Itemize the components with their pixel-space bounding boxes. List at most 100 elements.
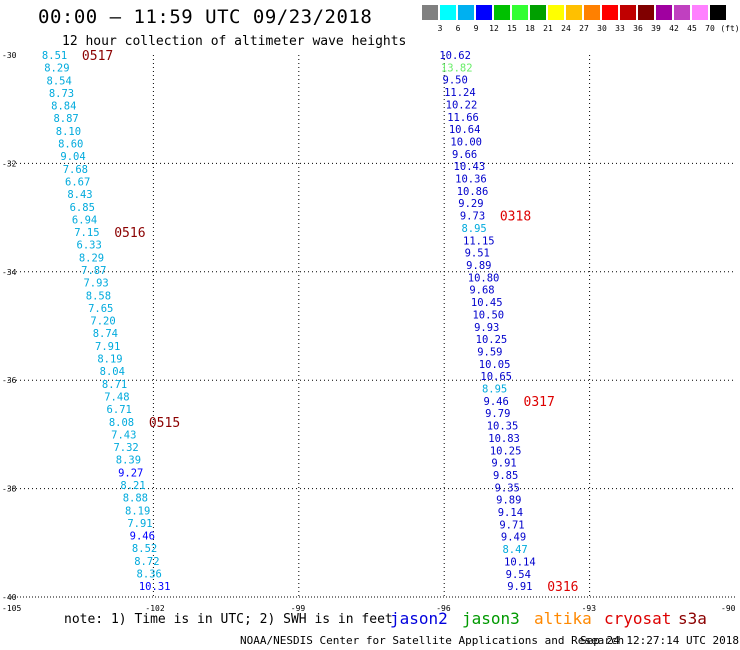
- color-scale-label: 21: [543, 24, 553, 33]
- wave-height-value: 9.35: [495, 482, 520, 494]
- wave-height-value: 10.00: [450, 136, 482, 148]
- wave-height-value: 11.66: [447, 112, 479, 124]
- color-swatch: [638, 5, 654, 20]
- wave-height-value: 10.62: [439, 50, 471, 62]
- color-scale-label: 9: [473, 24, 479, 33]
- color-scale-label: 15: [507, 24, 517, 33]
- wave-height-value: 10.25: [490, 445, 522, 457]
- lon-tick-label: -93: [582, 604, 597, 613]
- wave-height-value: 10.64: [449, 124, 481, 136]
- map-title: 00:00 – 11:59 UTC 09/23/2018: [38, 6, 373, 28]
- legend-item-s3a: s3a: [678, 609, 707, 628]
- wave-height-value: 10.45: [471, 297, 503, 309]
- wave-height-value: 9.66: [452, 149, 477, 161]
- wave-height-value: 9.91: [507, 581, 532, 593]
- wave-height-value: 10.05: [479, 359, 511, 371]
- color-swatch: [494, 5, 510, 20]
- wave-height-value: 7.32: [113, 442, 138, 454]
- lon-tick-label: -105: [2, 604, 21, 613]
- wave-height-value: 6.85: [70, 202, 95, 214]
- wave-height-value: 9.91: [491, 458, 516, 470]
- lon-tick-label: -102: [145, 604, 164, 613]
- wave-height-value: 8.29: [44, 63, 69, 75]
- wave-height-value: 8.39: [116, 455, 141, 467]
- pass-time-label: 0516: [114, 226, 145, 241]
- color-scale-label: 36: [633, 24, 643, 33]
- color-scale-label: 33: [615, 24, 625, 33]
- wave-height-value: 8.08: [109, 417, 134, 429]
- color-scale-label: 3: [437, 24, 443, 33]
- wave-height-value: 8.04: [100, 366, 125, 378]
- wave-height-value: 9.49: [501, 532, 526, 544]
- wave-height-value: 8.51: [42, 50, 67, 62]
- wave-height-value: 9.89: [496, 495, 521, 507]
- wave-height-value: 9.27: [118, 467, 143, 479]
- wave-height-value: 8.58: [86, 290, 111, 302]
- color-scale-label: 27: [579, 24, 589, 33]
- wave-height-value: 10.22: [446, 99, 478, 111]
- wave-height-value: 7.68: [63, 164, 88, 176]
- wave-height-value: 8.19: [125, 505, 150, 517]
- wave-height-value: 8.43: [67, 189, 92, 201]
- wave-height-value: 8.60: [58, 139, 83, 151]
- wave-height-value: 13.82: [441, 62, 473, 74]
- wave-height-value: 8.36: [137, 569, 162, 581]
- wave-height-value: 10.25: [476, 334, 508, 346]
- wave-height-value: 10.83: [488, 433, 520, 445]
- pass-time-label: 0317: [524, 395, 555, 410]
- color-scale-label: 12: [489, 24, 499, 33]
- wave-height-value: 9.85: [493, 470, 518, 482]
- wave-height-value: 7.93: [83, 278, 108, 290]
- lat-tick-label: -40: [2, 593, 17, 602]
- wave-height-value: 10.50: [472, 309, 504, 321]
- wave-height-value: 9.89: [466, 260, 491, 272]
- color-swatch: [512, 5, 528, 20]
- wave-height-value: 7.91: [127, 518, 152, 530]
- wave-height-value: 6.33: [77, 240, 102, 252]
- legend-item-cryosat: cryosat: [604, 609, 672, 628]
- color-swatch: [458, 5, 474, 20]
- wave-height-value: 8.71: [102, 379, 127, 391]
- color-swatch: [692, 5, 708, 20]
- color-swatch: [476, 5, 492, 20]
- color-swatch: [710, 5, 726, 20]
- color-scale-label: 18: [525, 24, 535, 33]
- color-scale-label: 30: [597, 24, 607, 33]
- color-swatch: [584, 5, 600, 20]
- lat-tick-label: -36: [2, 376, 17, 385]
- wave-height-value: 7.65: [88, 303, 113, 315]
- wave-height-value: 11.24: [444, 87, 476, 99]
- wave-height-value: 7.91: [95, 341, 120, 353]
- wave-height-value: 8.88: [123, 493, 148, 505]
- wave-height-value: 7.48: [104, 391, 129, 403]
- color-swatch: [440, 5, 456, 20]
- color-scale-label: 24: [561, 24, 571, 33]
- legend-item-jason2: jason2: [390, 609, 448, 628]
- wave-height-value: 9.68: [469, 285, 494, 297]
- color-swatch: [530, 5, 546, 20]
- pass-time-label: 0515: [149, 416, 180, 431]
- color-scale-label: 70: [705, 24, 715, 33]
- generation-timestamp: Sep 24 12:27:14 UTC 2018: [580, 634, 739, 647]
- wave-height-value: 9.46: [130, 531, 155, 543]
- wave-height-value: 8.47: [502, 544, 527, 556]
- wave-height-value: 10.65: [480, 371, 512, 383]
- wave-height-value: 6.67: [65, 176, 90, 188]
- wave-height-value: 8.21: [120, 480, 145, 492]
- wave-height-value: 8.95: [461, 223, 486, 235]
- wave-height-value: 8.73: [49, 88, 74, 100]
- units-note: note: 1) Time is in UTC; 2) SWH is in fe…: [64, 612, 393, 627]
- wave-height-value: 9.29: [458, 198, 483, 210]
- wave-height-value: 9.59: [477, 346, 502, 358]
- wave-height-value: 7.20: [90, 316, 115, 328]
- wave-height-value: 7.87: [81, 265, 106, 277]
- wave-height-value: 6.71: [107, 404, 132, 416]
- color-swatch: [548, 5, 564, 20]
- credit-line: NOAA/NESDIS Center for Satellite Applica…: [240, 634, 625, 647]
- wave-height-value: 8.74: [93, 328, 118, 340]
- lat-tick-label: -32: [2, 159, 17, 168]
- wave-height-value: 10.36: [455, 174, 487, 186]
- wave-height-value: 10.14: [504, 556, 536, 568]
- wave-height-value: 8.95: [482, 384, 507, 396]
